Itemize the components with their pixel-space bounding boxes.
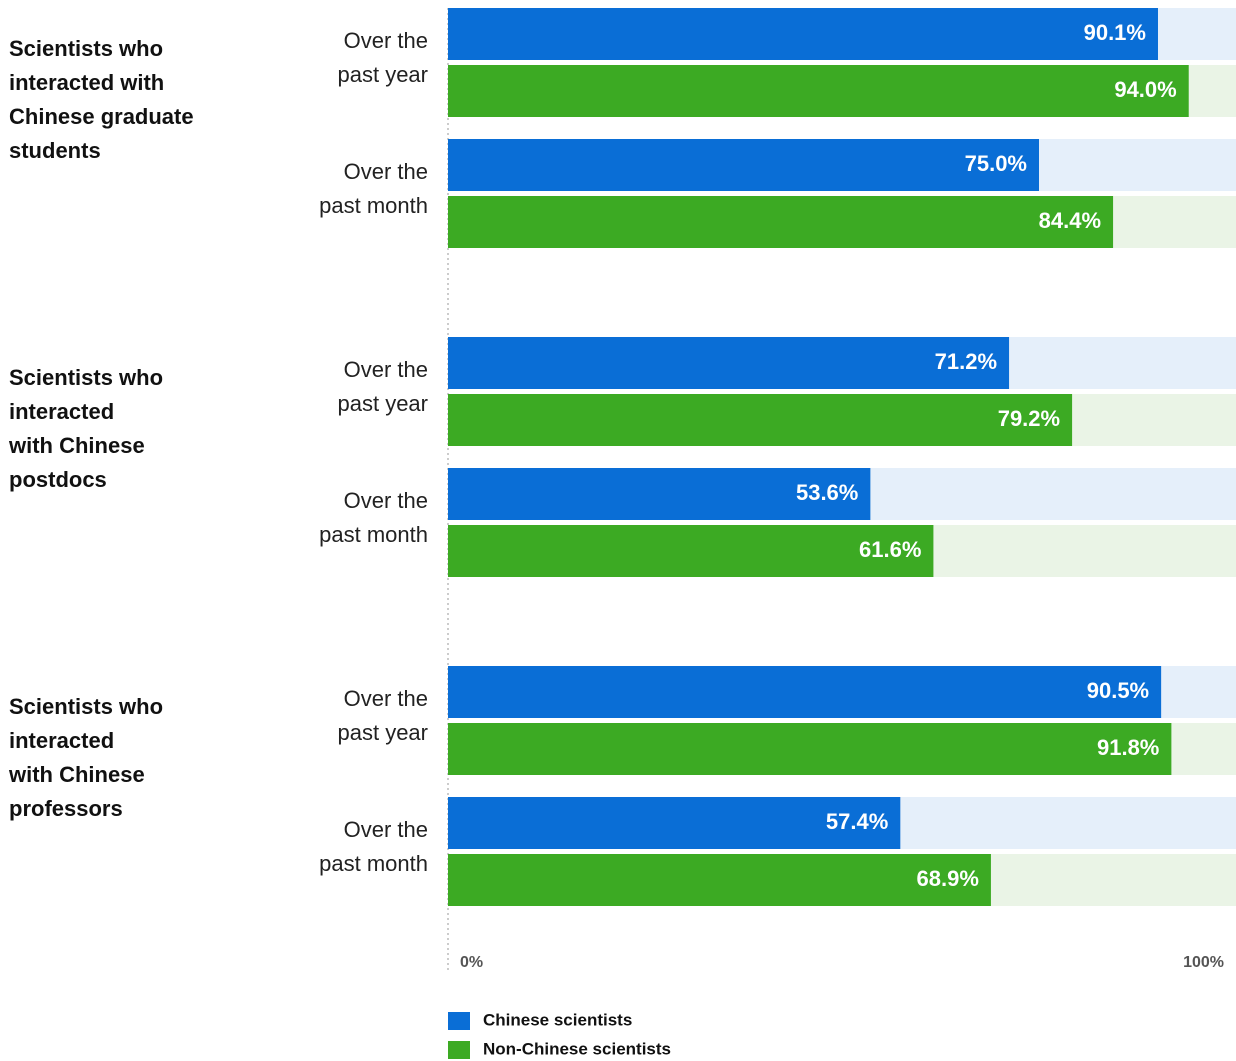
bar-chinese [448, 139, 1039, 191]
bar-non-chinese [448, 525, 934, 577]
x-tick-label: 100% [1183, 954, 1224, 971]
group-label-line: with Chinese [8, 762, 145, 787]
group-label-line: Scientists who [9, 36, 163, 61]
data-label: 61.6% [859, 537, 921, 562]
bar-chinese [448, 468, 871, 520]
group-label-line: postdocs [9, 467, 107, 492]
data-label: 79.2% [998, 406, 1060, 431]
legend-label: Chinese scientists [483, 1010, 632, 1029]
group-label-line: with Chinese [8, 433, 145, 458]
x-tick-label: 0% [460, 954, 483, 971]
period-label-line: Over the [344, 817, 428, 842]
bar-non-chinese [448, 854, 991, 906]
legend: Chinese scientists Non-Chinese scientists [448, 1010, 671, 1059]
legend-label: Non-Chinese scientists [483, 1039, 671, 1058]
legend-swatch [448, 1012, 470, 1030]
group-label-line: interacted [9, 728, 114, 753]
data-label: 91.8% [1097, 735, 1159, 760]
group-label-line: interacted with [9, 70, 164, 95]
period-label-line: past year [338, 62, 429, 87]
legend-swatch [448, 1041, 470, 1059]
bar-non-chinese [448, 723, 1172, 775]
data-label: 71.2% [935, 349, 997, 374]
bar-non-chinese [448, 394, 1073, 446]
period-label-line: past month [319, 193, 428, 218]
labels-layer: Scientists who interacted with Chinese gra… [8, 20, 1177, 891]
x-axis-ticks: 0% 100% [460, 954, 1224, 971]
group-label-line: professors [9, 796, 123, 821]
group-label-line: Chinese graduate [9, 104, 194, 129]
bar-non-chinese [448, 65, 1189, 117]
data-label: 84.4% [1039, 208, 1101, 233]
period-label-line: past month [319, 522, 428, 547]
data-label: 57.4% [826, 809, 888, 834]
bar-chinese [448, 666, 1162, 718]
period-label-line: past year [338, 720, 429, 745]
data-label: 90.1% [1084, 20, 1146, 45]
bar-non-chinese [448, 196, 1114, 248]
bar-chinese [448, 337, 1010, 389]
bar-chinese [448, 8, 1158, 60]
period-label-line: Over the [344, 357, 428, 382]
data-label: 75.0% [965, 151, 1027, 176]
period-label-line: Over the [344, 686, 428, 711]
data-label: 90.5% [1087, 678, 1149, 703]
data-label: 68.9% [917, 866, 979, 891]
bar-chinese [448, 797, 901, 849]
period-label-line: Over the [344, 159, 428, 184]
group-label-line: interacted [9, 399, 114, 424]
bars-layer [448, 8, 1236, 906]
group-label-line: Scientists who [9, 694, 163, 719]
group-label-line: Scientists who [9, 365, 163, 390]
period-label-line: past month [319, 851, 428, 876]
period-label-line: past year [338, 391, 429, 416]
data-label: 94.0% [1114, 77, 1176, 102]
period-label-line: Over the [344, 28, 428, 53]
data-label: 53.6% [796, 480, 858, 505]
period-label-line: Over the [344, 488, 428, 513]
group-label-line: students [9, 138, 101, 163]
